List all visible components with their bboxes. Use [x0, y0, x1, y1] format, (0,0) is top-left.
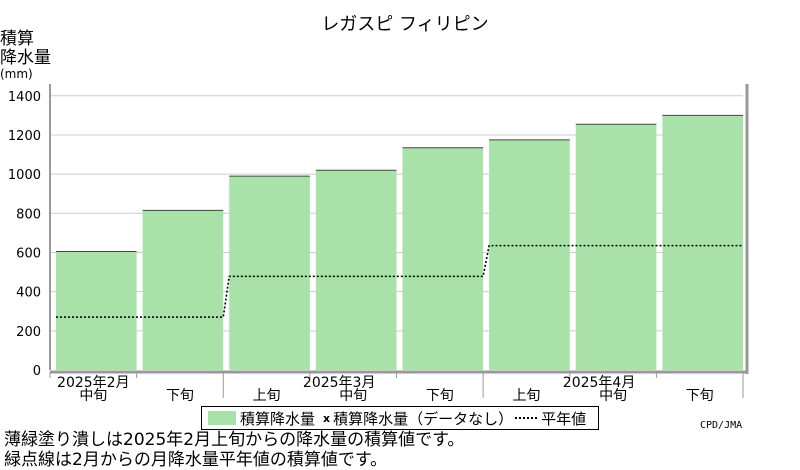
legend-label-no-data: 積算降水量（データなし） — [333, 409, 514, 428]
legend-label-accumulated: 積算降水量 — [240, 409, 316, 428]
y-axis-ticks: 0 200 400 600 800 1000 1200 1400 — [8, 90, 41, 379]
accumulated-bar — [142, 210, 224, 370]
legend-label-normal: 平年値 — [541, 409, 587, 428]
legend: 積算降水量 x 積算降水量（データなし） 平年値 — [201, 406, 599, 430]
accumulated-bar — [575, 124, 657, 370]
x-period-label: 上旬 — [253, 388, 281, 404]
y-tick-label: 1000 — [8, 168, 41, 183]
accumulated-bar — [56, 251, 137, 370]
y-tick-label: 0 — [33, 364, 41, 379]
plot-frame — [49, 84, 749, 374]
accumulated-precipitation-series — [56, 114, 743, 371]
x-period-label: 中旬 — [79, 388, 107, 404]
x-period-label: 上旬 — [512, 388, 540, 404]
legend-swatch-green — [208, 411, 236, 425]
y-tick-label: 400 — [16, 286, 41, 301]
x-period-label: 中旬 — [339, 388, 367, 404]
y-axis-label-line-1: 積算 — [0, 29, 34, 49]
accumulated-bar — [402, 147, 484, 370]
accumulated-bar — [315, 170, 397, 370]
source-credit: CPD/JMA — [700, 420, 743, 431]
y-tick-label: 800 — [16, 207, 41, 222]
x-axis-ticks: 中旬 下旬 上旬 中旬 下旬 上旬 中旬 下旬 2025年2月 2025年3月 2025年4月 — [49, 372, 744, 404]
y-tick-label: 1400 — [8, 90, 41, 105]
chart-title: レガスピ フィリピン — [321, 14, 488, 35]
accumulated-bar — [229, 176, 310, 370]
x-period-label: 下旬 — [686, 388, 714, 404]
accumulated-bar — [662, 115, 743, 371]
normal-values-series — [56, 244, 743, 318]
x-period-label: 下旬 — [426, 388, 454, 404]
legend-dotted-line — [515, 417, 538, 419]
x-month-label: 2025年3月 — [303, 375, 376, 391]
y-tick-label: 600 — [16, 246, 41, 261]
y-axis-label: 積算 降水量 (mm) — [0, 30, 51, 81]
footnote-2: 緑点線は2月からの月降水量平年値の積算値です。 — [4, 450, 388, 470]
y-axis-unit: (mm) — [0, 67, 33, 81]
y-tick-label: 1200 — [8, 129, 41, 144]
normal-values-line — [56, 244, 743, 318]
y-axis-label-line-2: 降水量 — [0, 48, 51, 68]
x-month-label: 2025年2月 — [57, 375, 130, 391]
footnote-1: 薄緑塗り潰しは2025年2月上旬からの降水量の積算値です。 — [4, 430, 465, 450]
y-tick-label: 200 — [16, 325, 41, 340]
x-month-label: 2025年4月 — [563, 375, 636, 391]
x-period-label: 下旬 — [166, 388, 194, 404]
accumulated-bar — [489, 139, 570, 370]
x-period-label: 中旬 — [599, 388, 627, 404]
legend-marker-no-data: x — [323, 411, 331, 425]
